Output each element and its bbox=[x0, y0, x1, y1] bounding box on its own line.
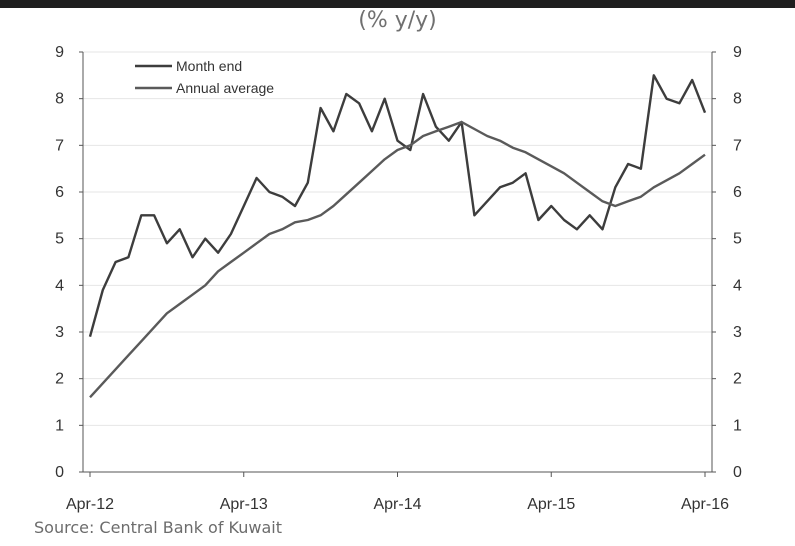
y-tick-label-right: 7 bbox=[733, 137, 742, 154]
y-tick-label-right: 5 bbox=[733, 231, 742, 248]
y-tick-label-right: 4 bbox=[733, 277, 742, 294]
axes: 0 0 1 1 2 2 3 3 4 4 5 5 6 6 7 7 8 8 9 9 Apr-12 Apr-13 Apr-14 Ap… bbox=[55, 44, 742, 513]
y-tick-label-right: 6 bbox=[733, 184, 742, 201]
header-rule bbox=[0, 0, 795, 8]
y-tick-label-left: 2 bbox=[55, 371, 64, 388]
legend-label: Month end bbox=[176, 58, 242, 74]
x-tick-label: Apr-15 bbox=[527, 496, 575, 513]
y-tick-label-right: 9 bbox=[733, 44, 742, 61]
y-tick-label-left: 0 bbox=[55, 464, 64, 481]
legend: Month end Annual average bbox=[135, 58, 274, 96]
y-tick-label-left: 9 bbox=[55, 44, 64, 61]
x-tick-label: Apr-14 bbox=[373, 496, 421, 513]
y-tick-label-right: 3 bbox=[733, 324, 742, 341]
y-tick-label-right: 8 bbox=[733, 91, 742, 108]
y-tick-label-right: 1 bbox=[733, 417, 742, 434]
y-tick-label-right: 2 bbox=[733, 371, 742, 388]
legend-label: Annual average bbox=[176, 80, 274, 96]
y-tick-label-left: 5 bbox=[55, 231, 64, 248]
y-tick-label-left: 4 bbox=[55, 277, 64, 294]
series-layer bbox=[88, 74, 707, 399]
y-tick-label-left: 6 bbox=[55, 184, 64, 201]
y-tick-label-left: 7 bbox=[55, 137, 64, 154]
series-line-annual-average bbox=[89, 120, 706, 399]
grid-lines bbox=[83, 51, 712, 426]
x-tick-label: Apr-13 bbox=[220, 496, 268, 513]
y-tick-label-left: 3 bbox=[55, 324, 64, 341]
y-tick-label-right: 0 bbox=[733, 464, 742, 481]
source-note: Source: Central Bank of Kuwait bbox=[34, 518, 282, 537]
chart-subtitle: (% y/y) bbox=[358, 8, 437, 33]
y-tick-label-left: 8 bbox=[55, 91, 64, 108]
series-line-month-end bbox=[88, 74, 707, 338]
x-tick-label: Apr-12 bbox=[66, 496, 114, 513]
y-tick-label-left: 1 bbox=[55, 417, 64, 434]
x-tick-label: Apr-16 bbox=[681, 496, 729, 513]
